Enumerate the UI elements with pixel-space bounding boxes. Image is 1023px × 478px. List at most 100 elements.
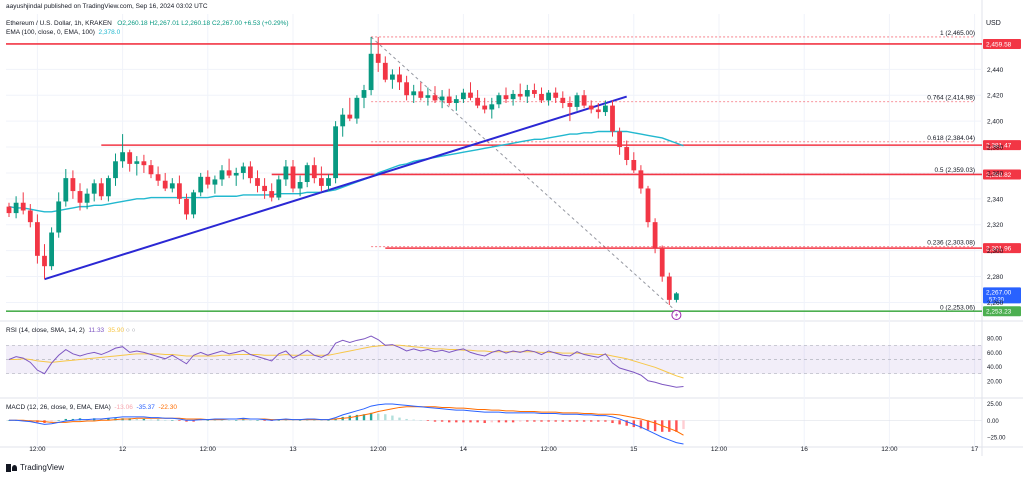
macd-histogram-bar bbox=[291, 420, 295, 421]
price-tag-label: 2,459.58 bbox=[986, 41, 1012, 48]
horizontal-lines[interactable]: 2,459.58 2,381.47 2,358.82 2,301.96 2,253.23… bbox=[6, 38, 1021, 317]
macd-histogram-bar bbox=[192, 420, 195, 422]
candle-body bbox=[262, 185, 267, 192]
macd-histogram-bar bbox=[639, 420, 643, 429]
time-tick-label: 12:00 bbox=[29, 446, 46, 453]
candle bbox=[560, 91, 566, 109]
macd-histogram-bar bbox=[526, 420, 529, 422]
ohlc-values: O2,260.18 H2,267.01 L2,260.18 C2,267.00 … bbox=[117, 20, 289, 27]
tradingview-watermark[interactable]: TradingView bbox=[6, 463, 64, 472]
rsi-tick-label: 40.00 bbox=[987, 365, 1003, 371]
ema-path bbox=[8, 130, 684, 213]
time-tick-label: 12:00 bbox=[540, 446, 557, 453]
candle bbox=[610, 100, 615, 137]
candle-body bbox=[326, 178, 331, 186]
candle bbox=[326, 174, 331, 192]
macd-label: MACD (12, 26, close, 9, EMA, EMA) bbox=[6, 404, 111, 411]
price-tag-label: 2,358.82 bbox=[986, 172, 1012, 179]
candle bbox=[404, 75, 409, 101]
symbol-title: Ethereum / U.S. Dollar, 1h, KRAKEN bbox=[6, 20, 112, 27]
ema-legend[interactable]: EMA (100, close, 0, EMA, 100) 2,378.0 bbox=[6, 29, 120, 36]
candles bbox=[6, 36, 682, 320]
macd-histogram-bar bbox=[554, 420, 557, 422]
candle bbox=[510, 90, 516, 106]
fib-level-label: 0.5 (2,359.03) bbox=[935, 167, 975, 174]
macd-histogram-bar bbox=[497, 420, 501, 423]
rsi-tick-label: 20.00 bbox=[987, 379, 1003, 385]
candle-body bbox=[20, 202, 26, 211]
candle bbox=[567, 96, 573, 122]
macd-histogram-bar bbox=[646, 420, 650, 430]
macd-histogram-bar bbox=[249, 420, 252, 421]
candle-body bbox=[532, 90, 537, 94]
candle-body bbox=[652, 222, 658, 249]
macd-histogram-bar bbox=[675, 420, 678, 432]
candle-body bbox=[510, 93, 516, 100]
macd-histogram-bar bbox=[476, 420, 479, 423]
currency-label: USD bbox=[986, 20, 1001, 27]
price-tag-label: 2,253.23 bbox=[986, 309, 1012, 316]
candle-body bbox=[375, 53, 381, 63]
candle bbox=[482, 97, 488, 114]
rsi-label: RSI (14, close, SMA, 14, 2) bbox=[6, 327, 85, 334]
candle bbox=[468, 82, 473, 101]
macd-histogram-bar bbox=[242, 419, 245, 421]
candle-body bbox=[489, 104, 495, 110]
candle-body bbox=[404, 82, 409, 96]
candle-body bbox=[631, 159, 637, 171]
candle-body bbox=[659, 248, 665, 277]
candle bbox=[177, 175, 182, 205]
candle bbox=[27, 204, 33, 228]
fib-level-label: 1 (2,465.00) bbox=[940, 30, 975, 37]
time-axis[interactable]: 12:00 12 12:00 13 12:00 14 12:00 15 12:00 16 12:00… bbox=[29, 446, 1023, 453]
candle-body bbox=[539, 93, 544, 101]
publisher-line: aayushjindal published on TradingView.co… bbox=[6, 3, 208, 10]
price-tag bbox=[983, 169, 1021, 180]
candle-body bbox=[319, 178, 324, 186]
candle-body bbox=[432, 95, 438, 101]
watermark-text: TradingView bbox=[20, 463, 65, 472]
candle-body bbox=[482, 105, 488, 110]
macd-histogram-bar bbox=[582, 420, 586, 422]
macd-histogram-bar bbox=[71, 418, 75, 421]
price-axis[interactable]: 2,260 2,280 2,300 2,320 2,340 2,360 2,380 2,400… bbox=[987, 67, 1006, 442]
macd-legend[interactable]: MACD (12, 26, close, 9, EMA, EMA) -13.06… bbox=[6, 404, 177, 411]
candle-body bbox=[283, 166, 289, 180]
macd-histogram-bar bbox=[64, 418, 67, 421]
price-tag-label: 2,301.96 bbox=[986, 246, 1012, 253]
settings-icon[interactable]: ○ ○ bbox=[125, 327, 136, 334]
candle bbox=[276, 175, 282, 201]
candle-body bbox=[177, 183, 182, 199]
candle-body bbox=[84, 193, 90, 203]
macd-histogram-bar bbox=[540, 420, 543, 422]
candle bbox=[20, 192, 26, 215]
macd-histogram-bar bbox=[298, 420, 302, 421]
candle bbox=[425, 87, 431, 106]
macd-histogram-bar bbox=[178, 420, 181, 421]
candle bbox=[269, 183, 275, 202]
candle bbox=[588, 100, 594, 114]
macd-histogram-bar bbox=[511, 420, 515, 423]
candle bbox=[439, 90, 445, 109]
candle-body bbox=[42, 255, 47, 267]
price-tick-label: 2,340 bbox=[987, 196, 1004, 203]
candle bbox=[397, 66, 402, 91]
candle bbox=[546, 90, 551, 106]
macd-histogram-bar bbox=[199, 420, 202, 421]
candle bbox=[418, 82, 424, 101]
trendline[interactable] bbox=[44, 95, 627, 281]
time-tick-label: 17 bbox=[971, 446, 979, 453]
candle bbox=[6, 202, 12, 217]
candle bbox=[638, 165, 644, 194]
macd-histogram-bar bbox=[597, 420, 600, 422]
rsi-ma-path bbox=[9, 344, 684, 379]
candle bbox=[233, 167, 239, 186]
candle-body bbox=[553, 92, 559, 98]
rsi-legend[interactable]: RSI (14, close, SMA, 14, 2) 11.33 35.90 … bbox=[6, 327, 136, 334]
candle bbox=[574, 92, 580, 111]
candle bbox=[659, 245, 665, 282]
signal-value: -22.30 bbox=[158, 404, 177, 411]
candle-body bbox=[311, 165, 317, 179]
candle-body bbox=[162, 180, 168, 189]
